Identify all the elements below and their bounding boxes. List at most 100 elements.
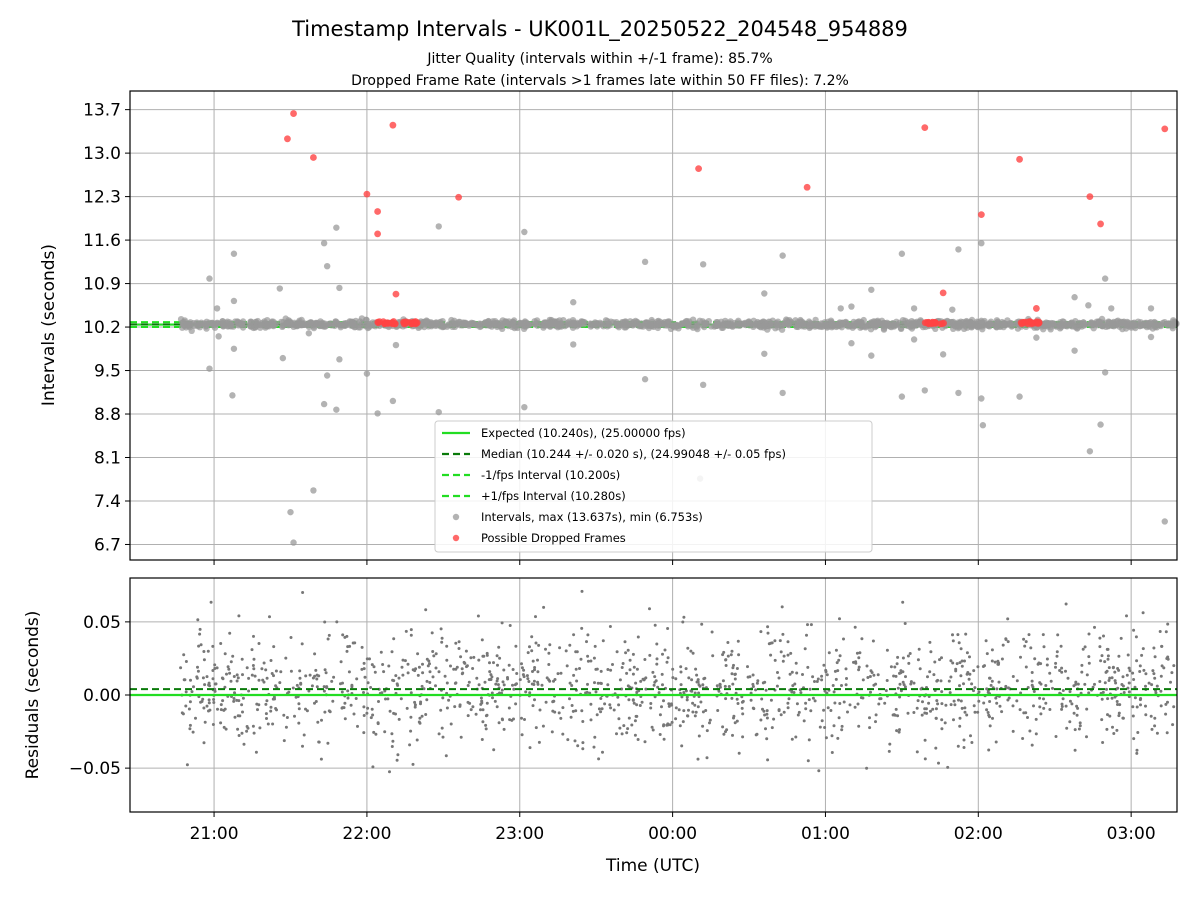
residual-point (690, 689, 694, 693)
residual-point (937, 761, 940, 765)
residual-point (822, 708, 826, 712)
residual-point (1172, 664, 1176, 668)
residual-point (416, 652, 420, 656)
interval-point (653, 321, 660, 328)
residual-point (213, 682, 217, 686)
residual-point (1068, 690, 1072, 694)
residual-point (213, 667, 217, 670)
residual-point (1060, 705, 1064, 708)
residual-point (310, 684, 314, 688)
interval-point (501, 318, 509, 325)
residual-point (413, 669, 417, 673)
residual-point (493, 699, 497, 703)
residual-point (806, 623, 809, 627)
residual-point (417, 665, 421, 669)
interval-outlier-point (287, 508, 294, 516)
residual-point (291, 686, 295, 690)
residual-point (662, 699, 665, 703)
residual-point (192, 685, 195, 689)
chart-title: Timestamp Intervals - UK001L_20250522_20… (291, 17, 908, 42)
residual-point (542, 605, 546, 609)
residual-point (840, 684, 843, 687)
residual-point (226, 665, 230, 669)
residual-point (488, 670, 492, 674)
interval-outlier-point (761, 290, 768, 297)
residual-point (888, 742, 892, 746)
residual-point (369, 716, 373, 720)
residual-point (520, 733, 524, 737)
residual-point (795, 671, 799, 675)
residual-point (616, 695, 620, 699)
residual-point (524, 690, 528, 694)
residuals-plot: 0.05 0.00 −0.05 21:00 22:00 23:00 00:00 01:00 0… (23, 577, 1178, 876)
residual-point (622, 724, 626, 728)
residual-point (445, 644, 449, 648)
residual-point (434, 666, 438, 670)
interval-point (238, 321, 245, 328)
residual-point (1064, 602, 1068, 606)
interval-point (1071, 322, 1078, 329)
residual-point (565, 664, 569, 668)
residual-point (685, 698, 689, 702)
interval-outlier-point (898, 393, 906, 400)
residual-point (601, 750, 604, 754)
residual-point (690, 678, 694, 682)
residual-point (520, 666, 524, 670)
residual-point (323, 620, 327, 624)
interval-point (283, 320, 290, 327)
residual-point (285, 716, 289, 719)
residual-point (179, 666, 183, 670)
residual-point (1033, 657, 1037, 661)
residual-point (984, 639, 988, 643)
interval-point (1049, 320, 1057, 327)
residual-point (299, 682, 303, 686)
residual-point (1132, 628, 1136, 632)
residual-point (534, 641, 538, 645)
interval-point (1129, 319, 1137, 327)
residual-point (245, 666, 249, 670)
dropped-frame-point (363, 190, 371, 198)
residual-point (512, 687, 516, 691)
residual-point (661, 683, 664, 687)
residual-point (635, 690, 639, 694)
residual-point (476, 614, 480, 618)
residual-point (799, 691, 803, 695)
residual-point (532, 679, 536, 683)
legend-median-label: Median (10.244 +/- 0.020 s), (24.99048 +… (481, 447, 786, 461)
residual-point (630, 723, 634, 727)
residual-point (501, 680, 505, 684)
residual-point (940, 718, 944, 722)
residual-point (691, 651, 695, 655)
residual-point (916, 658, 920, 662)
residual-point (746, 665, 749, 669)
residual-point (1085, 707, 1089, 711)
residual-point (869, 669, 873, 673)
residual-point (1106, 657, 1110, 661)
residual-point (686, 646, 690, 650)
dropped-frame-point (1035, 320, 1042, 327)
residual-point (295, 683, 299, 687)
residual-point (1113, 679, 1117, 683)
residual-point (1018, 708, 1022, 712)
residual-point (1054, 735, 1058, 738)
residual-point (1150, 727, 1154, 731)
residual-point (1106, 697, 1110, 701)
interval-outlier-point (389, 397, 397, 405)
residual-point (1106, 647, 1110, 651)
residual-point (1127, 690, 1131, 694)
interval-point (1008, 322, 1016, 329)
interval-point (857, 319, 865, 326)
residual-point (1001, 643, 1005, 647)
residual-point (624, 651, 628, 655)
residual-point (1066, 676, 1070, 680)
residual-point (270, 672, 274, 675)
residual-point (471, 705, 475, 709)
interval-point (485, 317, 492, 325)
residual-point (1160, 644, 1164, 648)
residual-point (1060, 707, 1064, 711)
residual-point (625, 731, 629, 735)
legend-box (434, 420, 873, 553)
residual-point (790, 670, 794, 674)
residual-point (307, 689, 311, 693)
residual-point (877, 702, 881, 706)
